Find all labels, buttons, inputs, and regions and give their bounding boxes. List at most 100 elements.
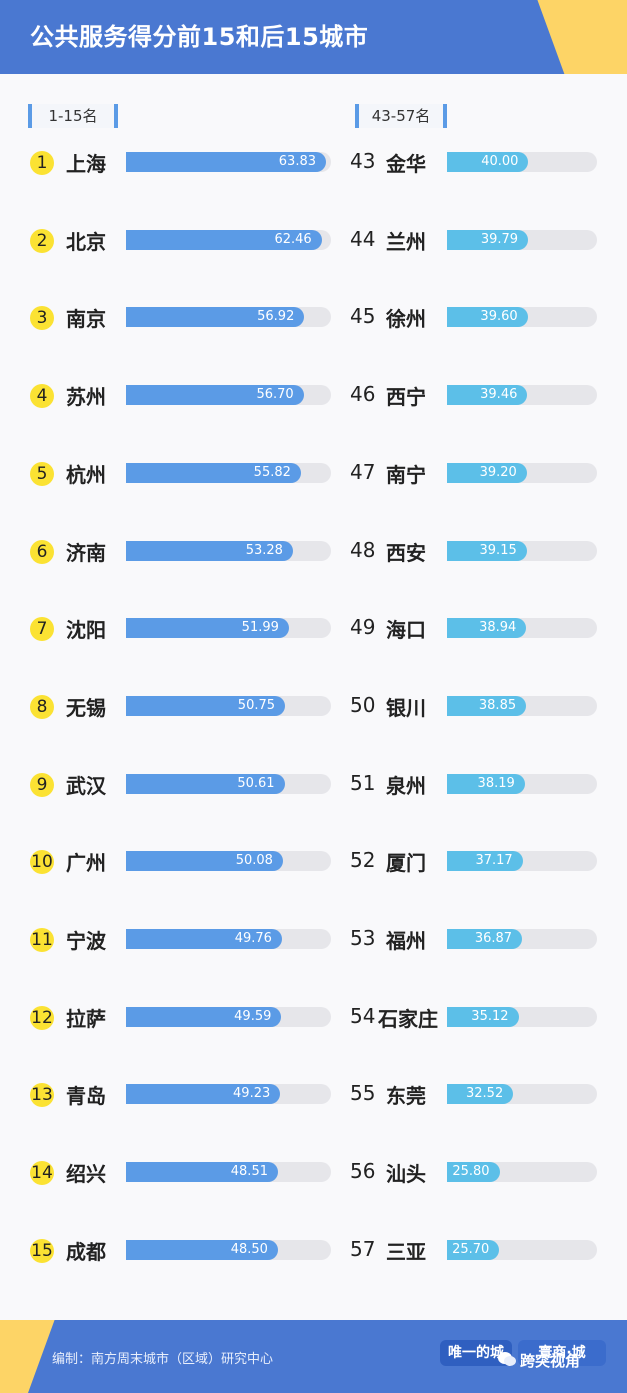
score-bar: [126, 152, 326, 172]
city-label: 三亚: [386, 1239, 426, 1264]
rank-number: 51: [350, 770, 376, 795]
city-label: 武汉: [66, 773, 106, 798]
score-label: 38.94: [479, 620, 517, 636]
city-label: 苏州: [66, 385, 106, 410]
rank-badge: 15: [30, 1238, 54, 1263]
city-label: 广州: [66, 851, 106, 876]
rank-number: 49: [350, 615, 376, 640]
city-label: 济南: [66, 540, 106, 565]
city-label: 北京: [66, 229, 106, 254]
score-bar: [447, 618, 527, 639]
score-label: 49.59: [234, 1008, 272, 1024]
credit-text: 编制：南方周末城市（区域）研究中心: [52, 1352, 274, 1367]
right-group-label: 43-57名: [355, 104, 447, 128]
score-bar: [447, 1006, 519, 1027]
score-label: 38.19: [477, 775, 515, 791]
rank-number: 55: [350, 1081, 376, 1106]
city-label: 南京: [66, 307, 106, 332]
score-bar: [447, 773, 525, 794]
rank-number: 43: [350, 149, 376, 173]
logo-badge-2: 寰商·城: [518, 1340, 606, 1366]
footer-banner: 编制：南方周末城市（区域）研究中心 唯一的城 寰商·城: [0, 1320, 627, 1393]
header-banner: 公共服务得分前15和后15城市: [0, 0, 627, 74]
score-label: 37.17: [475, 853, 513, 869]
left-group-label: 1-15名: [28, 104, 118, 128]
rank-number: 47: [350, 459, 376, 484]
score-label: 50.75: [237, 697, 276, 713]
rank-badge: 13: [30, 1083, 54, 1108]
rank-badge: 6: [30, 539, 54, 564]
city-label: 宁波: [66, 929, 106, 953]
ranking-chart: 1 上海 63.83 2 北京 62.46 3 南京 56.92 4 苏州 56.70 5 杭州 55.82…: [30, 149, 597, 1264]
city-label: 上海: [66, 152, 106, 176]
score-bar: [126, 385, 304, 406]
city-label: 拉萨: [66, 1006, 106, 1031]
rank-number: 57: [350, 1236, 376, 1261]
score-bar: [126, 307, 305, 328]
score-bar: [447, 929, 523, 949]
page-title: 公共服务得分前15和后15城市: [30, 23, 369, 51]
city-label: 石家庄: [378, 1006, 438, 1031]
score-label: 25.70: [452, 1241, 490, 1257]
score-label: 50.61: [237, 775, 275, 791]
score-bar: [126, 229, 322, 250]
rank-badge: 3: [30, 306, 54, 331]
score-bar: [447, 462, 527, 483]
rank-badge: 9: [30, 772, 54, 797]
score-bar: [447, 152, 529, 172]
score-label: 35.12: [471, 1008, 509, 1024]
score-bar: [126, 618, 289, 639]
city-label: 杭州: [66, 462, 106, 487]
score-label: 49.76: [234, 931, 272, 946]
city-label: 青岛: [66, 1084, 106, 1109]
score-label: 32.52: [466, 1086, 504, 1102]
rank-number: 45: [350, 304, 376, 329]
score-label: 39.20: [479, 464, 517, 480]
score-bar: [126, 462, 301, 483]
score-bar: [447, 229, 529, 250]
city-label: 绍兴: [66, 1162, 106, 1187]
city-label: 汕头: [386, 1162, 426, 1187]
score-label: 50.08: [235, 853, 273, 869]
city-label: 东莞: [386, 1084, 426, 1109]
score-bar: [126, 1162, 278, 1183]
rank-number: 48: [350, 537, 376, 562]
rank-badge: 8: [30, 694, 54, 719]
score-label: 48.51: [230, 1164, 268, 1180]
score-bar: [126, 695, 286, 716]
watermark-text: 跨突视角: [520, 1352, 581, 1370]
rank-number: 44: [350, 226, 376, 251]
score-label: 39.60: [480, 309, 518, 325]
city-label: 银川: [386, 695, 426, 720]
score-bar: [126, 851, 283, 872]
rank-number: 56: [350, 1159, 376, 1184]
city-label: 沈阳: [66, 618, 106, 643]
city-label: 金华: [386, 152, 426, 176]
wechat-icon: [498, 1352, 516, 1366]
score-label: 38.85: [478, 697, 517, 713]
score-label: 51.99: [241, 620, 279, 636]
score-label: 39.79: [480, 231, 519, 247]
score-bar: [126, 1239, 278, 1260]
city-label: 福州: [386, 929, 426, 953]
footer-corner-decoration: [0, 1320, 55, 1393]
score-bar: [447, 540, 527, 561]
score-label: 39.46: [480, 387, 518, 403]
score-bar: [126, 540, 293, 561]
score-bar: [447, 1162, 500, 1183]
rank-badge: 12: [30, 1005, 54, 1030]
score-bar: [126, 1006, 282, 1027]
city-label: 徐州: [386, 307, 426, 332]
rank-badge: 11: [30, 928, 54, 952]
rank-badge: 5: [30, 461, 54, 486]
score-bar: [447, 385, 528, 406]
city-label: 南宁: [386, 462, 426, 487]
rank-number: 52: [350, 848, 376, 873]
city-label: 厦门: [386, 851, 426, 876]
city-label: 西安: [386, 540, 426, 565]
rank-badge: 2: [30, 228, 54, 253]
city-label: 成都: [66, 1239, 106, 1264]
score-bar: [126, 929, 282, 949]
rank-badge: 10: [30, 850, 54, 875]
city-label: 兰州: [386, 229, 426, 254]
